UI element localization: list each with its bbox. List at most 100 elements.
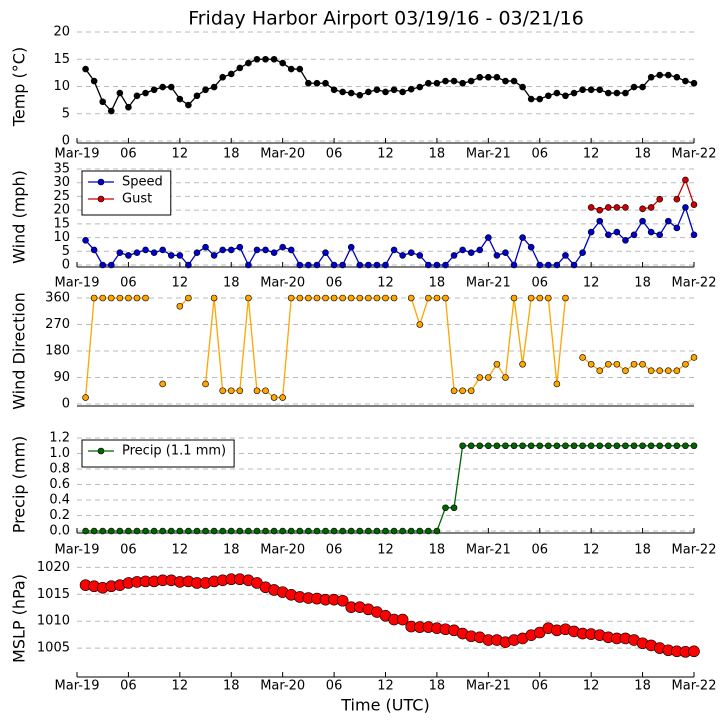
data-point <box>227 527 235 535</box>
x-tick-label: Mar-20 <box>260 147 305 162</box>
data-point <box>605 442 612 450</box>
data-point <box>159 246 166 254</box>
y-tick-label: 0.4 <box>49 493 70 508</box>
data-point <box>322 294 329 302</box>
x-tick-label: 18 <box>223 543 240 558</box>
y-tick-label: 270 <box>45 317 70 332</box>
x-tick-label: 12 <box>172 147 189 162</box>
x-tick-label: Mar-19 <box>55 679 100 694</box>
data-point <box>682 176 689 184</box>
x-tick-label: 18 <box>634 679 651 694</box>
data-point <box>279 59 286 67</box>
data-point <box>690 442 698 450</box>
data-point <box>210 83 218 91</box>
data-point <box>493 252 501 259</box>
data-point <box>382 261 389 269</box>
legend-label: Precip (1.1 mm) <box>122 444 226 459</box>
data-point <box>133 249 141 256</box>
data-point <box>639 217 646 225</box>
data-point <box>253 55 261 63</box>
data-point <box>476 374 484 381</box>
data-point <box>664 367 672 375</box>
data-point <box>673 73 681 81</box>
data-point <box>210 527 218 535</box>
x-tick-label: 12 <box>172 679 189 694</box>
data-point <box>553 380 561 388</box>
x-tick-label: 12 <box>172 543 189 558</box>
data-point <box>570 261 578 269</box>
x-tick-label: 06 <box>326 679 343 694</box>
data-point <box>176 527 184 535</box>
data-point <box>142 294 149 302</box>
data-point <box>467 249 475 256</box>
data-point <box>476 73 484 81</box>
data-point <box>99 294 107 302</box>
data-point <box>305 294 312 302</box>
data-point <box>630 83 638 91</box>
data-point <box>519 83 526 91</box>
x-tick-label: Mar-19 <box>55 543 100 558</box>
data-point <box>313 261 321 269</box>
data-point <box>433 527 441 535</box>
data-point <box>562 92 569 100</box>
data-point <box>202 243 209 251</box>
data-point <box>605 204 612 211</box>
x-tick-label: Mar-20 <box>260 679 305 694</box>
data-point <box>202 380 209 388</box>
data-point <box>545 294 552 302</box>
data-point <box>485 73 492 81</box>
data-point <box>570 442 578 450</box>
data-point <box>553 89 561 97</box>
data-point <box>253 387 261 395</box>
data-point <box>322 79 329 87</box>
legend-marker <box>97 447 105 455</box>
data-point <box>99 98 107 106</box>
data-point <box>227 387 235 395</box>
data-point <box>407 294 415 302</box>
data-point <box>587 442 595 450</box>
data-point <box>656 71 664 79</box>
data-point <box>99 527 107 535</box>
x-tick-label: 12 <box>377 147 394 162</box>
x-tick-label: Mar-21 <box>466 147 511 162</box>
data-point <box>527 95 535 103</box>
data-point <box>536 261 544 269</box>
data-point <box>562 252 569 259</box>
data-point <box>270 249 278 256</box>
data-point <box>425 79 432 87</box>
data-point <box>399 88 406 96</box>
data-point <box>270 527 278 535</box>
data-point <box>365 261 372 269</box>
data-point <box>485 374 492 381</box>
data-point <box>245 59 252 67</box>
data-point <box>313 294 321 302</box>
data-point <box>330 261 338 269</box>
x-tick-label: 06 <box>120 543 137 558</box>
x-tick-label: 18 <box>634 276 651 291</box>
data-point <box>622 442 629 450</box>
x-tick-label: 06 <box>531 679 548 694</box>
data-point <box>82 65 89 73</box>
data-point <box>605 231 612 239</box>
data-point <box>236 387 244 395</box>
y-tick-label: 0.8 <box>49 462 70 477</box>
data-point <box>682 77 689 85</box>
data-point <box>253 246 261 254</box>
data-point <box>82 394 89 401</box>
data-point <box>279 527 286 535</box>
y-tick-label: 15 <box>53 52 70 67</box>
data-point <box>396 613 409 626</box>
y-tick-label: 0 <box>62 134 70 149</box>
legend: Precip (1.1 mm) <box>81 439 235 468</box>
data-point <box>390 246 398 254</box>
data-point <box>527 442 535 450</box>
legend-marker <box>97 195 105 203</box>
data-point <box>347 294 355 302</box>
data-point <box>305 79 312 87</box>
data-point <box>116 89 124 97</box>
data-point <box>365 88 372 96</box>
data-point <box>425 527 432 535</box>
data-point <box>296 294 304 302</box>
data-point <box>587 86 595 94</box>
data-point <box>133 294 141 302</box>
